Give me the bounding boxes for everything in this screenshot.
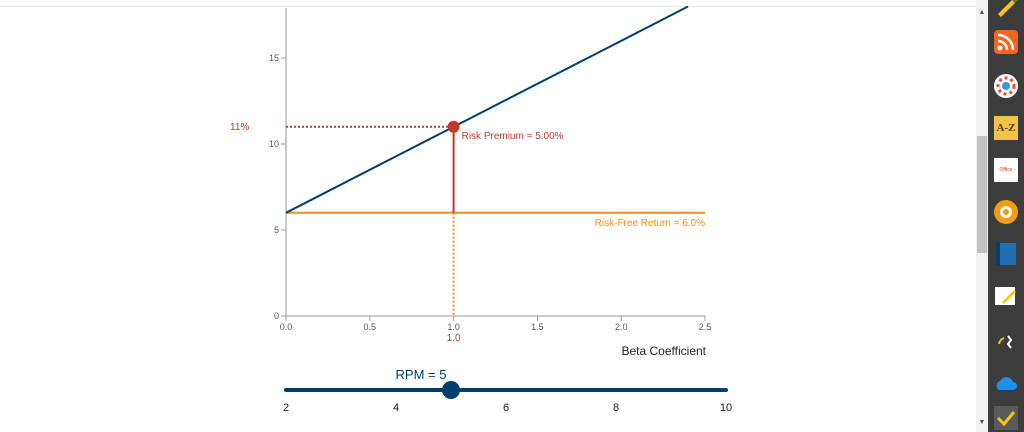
- risk-premium-label: Risk Premium = 5.00%: [462, 131, 564, 142]
- slider-thumb[interactable]: [442, 381, 460, 399]
- scroll-up-icon[interactable]: ▲: [978, 9, 986, 16]
- chart: 0 5 10 15 0.0 0.5 1.0 1.5 2.0 2.5 Beta Coefficient…: [230, 5, 732, 414]
- x-tick-label: 2.0: [615, 322, 628, 332]
- note-icon[interactable]: [994, 284, 1018, 308]
- slider-tick-label: 4: [393, 402, 399, 414]
- plot-area: 11% 1.0 Risk Premium = 5.00% Risk-Free Retu…: [230, 5, 705, 344]
- orange-circle-icon[interactable]: [994, 200, 1018, 224]
- x-tick-label: 1.0: [447, 322, 460, 332]
- slider-tick-label: 10: [720, 402, 732, 414]
- wifi-sparkle-icon[interactable]: [994, 330, 1018, 354]
- top-border: [0, 0, 976, 7]
- x-axis-label: Beta Coefficient: [622, 344, 707, 358]
- blue-book-icon[interactable]: [994, 242, 1018, 266]
- scroll-down-icon[interactable]: ▼: [978, 419, 986, 426]
- pencil-icon[interactable]: [994, 0, 1018, 18]
- y-tick-label: 0: [274, 311, 279, 321]
- security-market-line: [285, 5, 689, 214]
- slider-value-label: RPM = 5: [396, 367, 447, 382]
- cloud-icon[interactable]: [994, 372, 1018, 396]
- x-tick-label: 0.5: [364, 322, 377, 332]
- color-wheel-icon[interactable]: [994, 74, 1018, 98]
- az-dictionary-icon[interactable]: A-Z: [994, 116, 1018, 140]
- side-dock: A-Z Office: [988, 0, 1024, 432]
- rpm-slider[interactable]: 2 4 6 8 10 RPM = 5: [283, 367, 732, 414]
- x-tick-label: 2.5: [699, 322, 712, 332]
- slider-tick-label: 6: [503, 402, 509, 414]
- selected-point: [447, 120, 460, 133]
- risk-free-label: Risk-Free Return = 6.0%: [595, 218, 705, 229]
- slider-tick-label: 8: [613, 402, 619, 414]
- slider-tick-label: 2: [283, 402, 289, 414]
- x-marker-label: 1.0: [447, 333, 461, 344]
- y-marker-label: 11%: [230, 122, 249, 133]
- axes: 0 5 10 15 0.0 0.5 1.0 1.5 2.0 2.5 Beta Coefficient: [269, 8, 711, 358]
- y-tick-label: 5: [274, 225, 279, 235]
- rss-icon[interactable]: [994, 30, 1018, 54]
- y-tick-label: 15: [269, 53, 279, 63]
- office-icon[interactable]: Office: [994, 158, 1018, 182]
- x-tick-label: 0.0: [280, 322, 293, 332]
- check-icon[interactable]: [994, 406, 1018, 430]
- x-tick-label: 1.5: [531, 322, 544, 332]
- scroll-thumb[interactable]: [977, 136, 987, 253]
- vertical-scrollbar[interactable]: ▲ ▼: [976, 0, 988, 432]
- y-tick-label: 10: [269, 139, 279, 149]
